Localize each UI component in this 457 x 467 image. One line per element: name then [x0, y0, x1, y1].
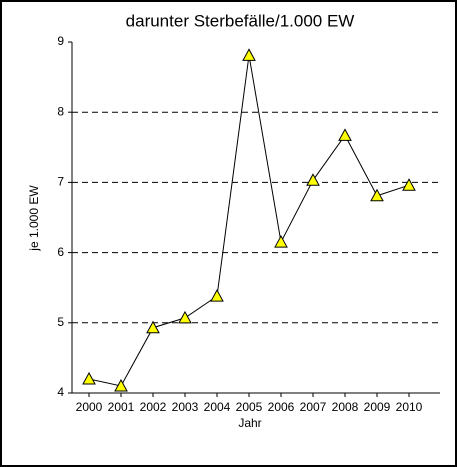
x-tick-label: 2003 — [172, 400, 199, 414]
x-tick-label: 2008 — [332, 400, 359, 414]
x-tick-label: 2009 — [364, 400, 391, 414]
x-tick-label: 2005 — [236, 400, 263, 414]
x-axis-label: Jahr — [238, 416, 261, 430]
y-tick-label: 9 — [57, 34, 64, 48]
marker — [274, 235, 288, 248]
x-tick-label: 2007 — [300, 400, 327, 414]
marker — [306, 173, 320, 186]
marker — [402, 178, 416, 191]
marker — [114, 378, 128, 392]
x-tick-label: 2004 — [204, 400, 231, 414]
y-tick-label: 5 — [57, 315, 64, 329]
marker — [146, 320, 160, 334]
x-tick-label: 2002 — [140, 400, 167, 414]
x-tick-label: 2006 — [268, 400, 295, 414]
marker — [338, 128, 352, 141]
y-tick-label: 7 — [57, 175, 64, 189]
marker — [370, 188, 384, 202]
marker — [82, 371, 96, 385]
chart-title: darunter Sterbefälle/1.000 EW — [126, 11, 355, 30]
y-axis-label: je 1.000 EW — [27, 185, 41, 252]
marker — [210, 289, 224, 302]
y-tick-label: 6 — [57, 245, 64, 259]
y-tick-label: 8 — [57, 104, 64, 118]
x-tick-label: 2001 — [108, 400, 135, 414]
marker — [242, 48, 256, 61]
x-tick-label: 2000 — [76, 400, 103, 414]
marker — [178, 310, 192, 324]
x-tick-label: 2010 — [396, 400, 423, 414]
y-tick-label: 4 — [57, 385, 64, 399]
